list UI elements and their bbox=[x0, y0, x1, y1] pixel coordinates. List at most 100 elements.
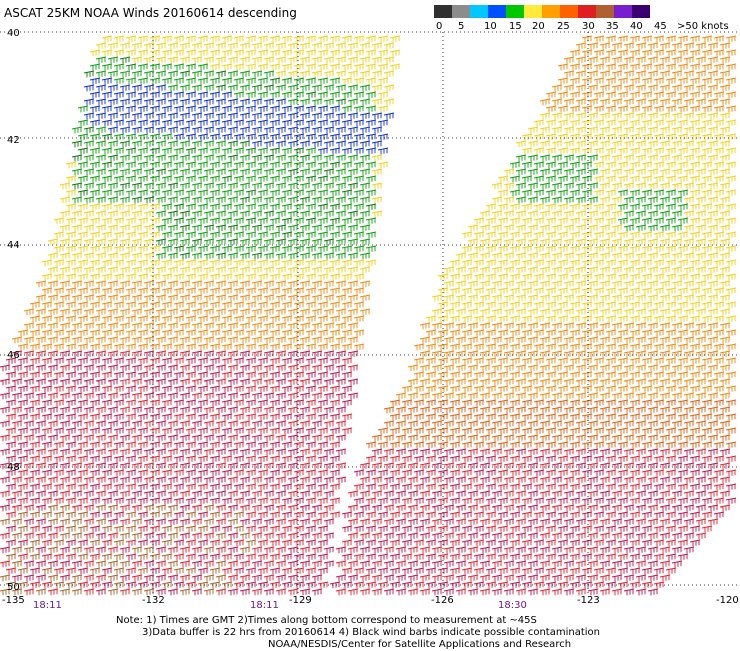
wind-barb bbox=[143, 448, 155, 456]
wind-barb bbox=[209, 175, 221, 183]
wind-barb bbox=[299, 378, 311, 386]
wind-barb bbox=[275, 462, 287, 470]
wind-barb bbox=[419, 560, 431, 568]
wind-barb bbox=[551, 280, 563, 288]
wind-barb bbox=[191, 112, 203, 120]
wind-barb bbox=[23, 420, 35, 428]
wind-barb bbox=[671, 224, 683, 232]
wind-barb bbox=[617, 427, 629, 435]
wind-barb bbox=[719, 434, 731, 442]
wind-barb bbox=[137, 399, 149, 407]
wind-barb bbox=[251, 294, 263, 302]
wind-barb bbox=[101, 455, 113, 463]
wind-barb bbox=[713, 427, 725, 435]
wind-barb bbox=[71, 448, 83, 456]
wind-barb bbox=[611, 42, 623, 50]
wind-barb bbox=[143, 490, 155, 498]
wind-barb bbox=[605, 161, 617, 169]
wind-barb bbox=[605, 77, 617, 85]
wind-barb bbox=[611, 252, 623, 260]
wind-barb bbox=[179, 378, 191, 386]
wind-barb bbox=[269, 553, 281, 561]
wind-barb bbox=[623, 84, 635, 92]
wind-barb bbox=[263, 378, 275, 386]
wind-barb bbox=[617, 483, 629, 491]
wind-barb bbox=[371, 98, 383, 106]
wind-barb bbox=[317, 497, 329, 505]
wind-barb bbox=[173, 343, 185, 351]
wind-barb bbox=[101, 371, 113, 379]
wind-barb bbox=[263, 532, 275, 540]
wind-barb bbox=[719, 364, 731, 372]
wind-barb bbox=[527, 490, 539, 498]
wind-barb bbox=[521, 413, 533, 421]
wind-barb bbox=[521, 357, 533, 365]
wind-barb bbox=[185, 119, 197, 127]
wind-barb bbox=[287, 532, 299, 540]
wind-barb bbox=[689, 77, 701, 85]
wind-barb bbox=[191, 168, 203, 176]
wind-barb bbox=[149, 357, 161, 365]
wind-barb bbox=[701, 441, 713, 449]
wind-barb bbox=[455, 350, 467, 358]
wind-barb bbox=[179, 448, 191, 456]
wind-barb bbox=[413, 539, 425, 547]
wind-barb bbox=[221, 259, 233, 267]
legend-swatch-9 bbox=[596, 5, 614, 18]
wind-barb bbox=[365, 497, 377, 505]
wind-barb bbox=[215, 238, 227, 246]
wind-barb bbox=[377, 119, 389, 127]
wind-barb bbox=[353, 539, 365, 547]
wind-barb bbox=[131, 336, 143, 344]
wind-barb bbox=[341, 105, 353, 113]
wind-barb bbox=[185, 203, 197, 211]
wind-barb bbox=[491, 280, 503, 288]
wind-barb bbox=[269, 133, 281, 141]
wind-barb bbox=[173, 441, 185, 449]
wind-barb bbox=[245, 175, 257, 183]
wind-barb bbox=[269, 63, 281, 71]
wind-barb bbox=[299, 210, 311, 218]
wind-barb bbox=[251, 126, 263, 134]
wind-barb bbox=[563, 504, 575, 512]
wind-barb bbox=[287, 84, 299, 92]
wind-barb bbox=[347, 238, 359, 246]
wind-barb bbox=[119, 406, 131, 414]
wind-barb bbox=[125, 553, 137, 561]
wind-barb bbox=[251, 252, 263, 260]
wind-barb bbox=[203, 196, 215, 204]
wind-barb bbox=[677, 259, 689, 267]
wind-barb bbox=[599, 224, 611, 232]
wind-barb bbox=[95, 182, 107, 190]
wind-barb bbox=[257, 133, 269, 141]
wind-barb bbox=[101, 119, 113, 127]
wind-barb bbox=[521, 553, 533, 561]
wind-barb bbox=[65, 581, 77, 589]
wind-barb bbox=[47, 336, 59, 344]
wind-barb bbox=[89, 343, 101, 351]
wind-barb bbox=[23, 546, 35, 554]
wind-barb bbox=[167, 238, 179, 246]
wind-barb bbox=[647, 98, 659, 106]
wind-barb bbox=[371, 546, 383, 554]
wind-barb bbox=[521, 581, 533, 589]
wind-barb bbox=[575, 140, 587, 148]
wind-barb bbox=[287, 210, 299, 218]
wind-barb bbox=[119, 504, 131, 512]
wind-barb bbox=[563, 294, 575, 302]
wind-barb bbox=[191, 308, 203, 316]
wind-barb bbox=[215, 392, 227, 400]
wind-barb bbox=[467, 406, 479, 414]
wind-barb bbox=[581, 63, 593, 71]
wind-barb bbox=[293, 147, 305, 155]
wind-barb bbox=[719, 476, 731, 484]
wind-barb bbox=[647, 140, 659, 148]
wind-barb bbox=[149, 399, 161, 407]
wind-barb bbox=[53, 287, 65, 295]
wind-barb bbox=[185, 483, 197, 491]
wind-barb bbox=[209, 91, 221, 99]
wind-barb bbox=[155, 42, 167, 50]
wind-barb bbox=[149, 245, 161, 253]
wind-barb bbox=[161, 511, 173, 519]
wind-barb bbox=[491, 518, 503, 526]
